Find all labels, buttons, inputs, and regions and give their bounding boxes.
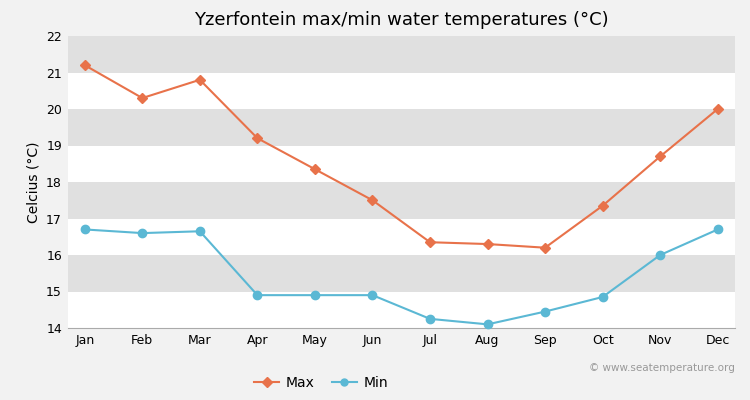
Y-axis label: Celcius (°C): Celcius (°C)	[26, 141, 40, 223]
Max	[656, 154, 664, 159]
Min	[656, 253, 664, 258]
Max	[425, 240, 434, 245]
Max	[80, 63, 89, 68]
Min	[483, 322, 492, 327]
Min	[253, 293, 262, 298]
Bar	[68, 36, 735, 72]
Min	[195, 229, 204, 234]
Max	[483, 242, 492, 246]
Bar	[68, 182, 735, 218]
Min	[138, 231, 147, 236]
Max	[713, 106, 722, 111]
Min	[598, 294, 608, 299]
Legend: Max, Min: Max, Min	[248, 370, 394, 395]
Max	[598, 203, 608, 208]
Line: Min: Min	[80, 225, 722, 328]
Bar	[68, 255, 735, 292]
Max	[138, 96, 147, 100]
Max	[368, 198, 377, 203]
Max	[310, 167, 320, 172]
Bar	[68, 218, 735, 255]
Min	[425, 316, 434, 321]
Max	[253, 136, 262, 141]
Min	[80, 227, 89, 232]
Title: Yzerfontein max/min water temperatures (°C): Yzerfontein max/min water temperatures (…	[194, 11, 608, 29]
Min	[368, 293, 377, 298]
Bar	[68, 146, 735, 182]
Min	[310, 293, 320, 298]
Bar	[68, 109, 735, 146]
Line: Max: Max	[81, 61, 722, 252]
Bar	[68, 72, 735, 109]
Min	[713, 227, 722, 232]
Text: © www.seatemperature.org: © www.seatemperature.org	[590, 363, 735, 373]
Min	[541, 309, 550, 314]
Max	[541, 245, 550, 250]
Bar	[68, 292, 735, 328]
Max	[195, 77, 204, 82]
